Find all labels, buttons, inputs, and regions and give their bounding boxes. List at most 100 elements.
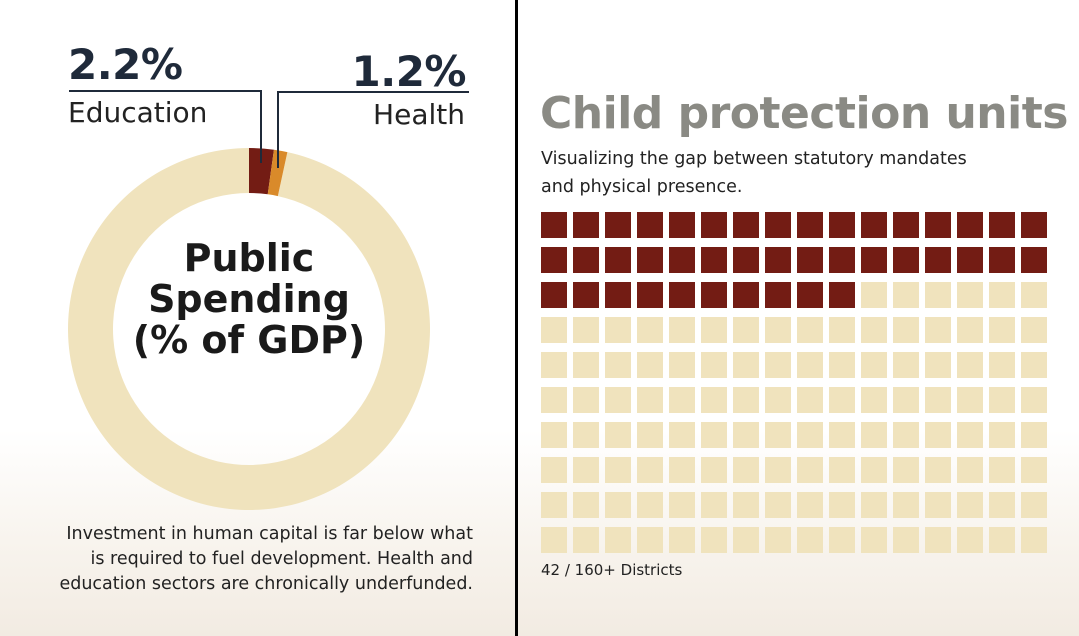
description-line: Investment in human capital is far below…	[66, 524, 473, 544]
waffle-cell-empty	[573, 387, 599, 413]
waffle-cell-empty	[1021, 387, 1047, 413]
waffle-cell-empty	[989, 492, 1015, 518]
waffle-cell-empty	[701, 352, 727, 378]
waffle-cell-empty	[573, 527, 599, 553]
waffle-cell-empty	[669, 457, 695, 483]
waffle-cell-filled	[957, 212, 983, 238]
waffle-cell-empty	[957, 317, 983, 343]
waffle-cell-empty	[701, 422, 727, 448]
waffle-cell-empty	[669, 422, 695, 448]
waffle-subtitle: Visualizing the gap between statutory ma…	[541, 145, 1061, 201]
waffle-cell-filled	[637, 247, 663, 273]
waffle-cell-filled	[605, 282, 631, 308]
waffle-cell-empty	[829, 317, 855, 343]
waffle-cell-empty	[861, 422, 887, 448]
donut-layer	[67, 148, 430, 510]
spending-description: Investment in human capital is far below…	[3, 522, 473, 597]
waffle-grid	[541, 212, 1053, 562]
waffle-cell-empty	[829, 457, 855, 483]
waffle-cell-empty	[605, 492, 631, 518]
waffle-cell-empty	[1021, 457, 1047, 483]
waffle-cell-empty	[957, 352, 983, 378]
waffle-cell-filled	[541, 247, 567, 273]
public-spending-panel: 2.2% Education 1.2% Health Public Spendi…	[0, 0, 515, 636]
leader-lines	[69, 90, 469, 168]
waffle-cell-empty	[957, 282, 983, 308]
waffle-cell-empty	[669, 387, 695, 413]
waffle-cell-empty	[989, 387, 1015, 413]
waffle-cell-empty	[605, 352, 631, 378]
waffle-cell-empty	[637, 387, 663, 413]
waffle-cell-empty	[893, 422, 919, 448]
waffle-cell-empty	[573, 492, 599, 518]
waffle-cell-empty	[989, 422, 1015, 448]
waffle-cell-empty	[1021, 352, 1047, 378]
waffle-cell-filled	[1021, 247, 1047, 273]
waffle-cell-empty	[957, 457, 983, 483]
waffle-caption: 42 / 160+ Districts	[541, 561, 683, 579]
waffle-cell-empty	[573, 457, 599, 483]
waffle-cell-empty	[1021, 492, 1047, 518]
waffle-cell-empty	[829, 387, 855, 413]
waffle-cell-filled	[893, 212, 919, 238]
waffle-cell-empty	[797, 352, 823, 378]
waffle-cell-filled	[829, 212, 855, 238]
waffle-cell-filled	[573, 247, 599, 273]
waffle-cell-empty	[925, 282, 951, 308]
waffle-cell-filled	[797, 247, 823, 273]
waffle-cell-empty	[765, 317, 791, 343]
waffle-cell-empty	[861, 387, 887, 413]
waffle-cell-empty	[1021, 527, 1047, 553]
description-line: is required to fuel development. Health …	[90, 549, 473, 569]
waffle-cell-empty	[989, 352, 1015, 378]
waffle-cell-empty	[989, 282, 1015, 308]
waffle-cell-empty	[733, 527, 759, 553]
waffle-cell-filled	[733, 247, 759, 273]
waffle-cell-empty	[957, 527, 983, 553]
waffle-cell-empty	[925, 527, 951, 553]
waffle-cell-empty	[893, 492, 919, 518]
donut-center-title: Public Spending (% of GDP)	[99, 238, 399, 361]
waffle-cell-empty	[829, 422, 855, 448]
waffle-cell-filled	[765, 212, 791, 238]
waffle-cell-empty	[765, 527, 791, 553]
waffle-cell-filled	[765, 282, 791, 308]
waffle-cell-filled	[925, 247, 951, 273]
waffle-cell-empty	[733, 492, 759, 518]
waffle-cell-filled	[669, 282, 695, 308]
waffle-cell-empty	[541, 527, 567, 553]
waffle-cell-empty	[765, 352, 791, 378]
donut-title-line: Public	[183, 236, 315, 280]
waffle-cell-empty	[893, 527, 919, 553]
waffle-cell-empty	[925, 352, 951, 378]
waffle-cell-empty	[765, 422, 791, 448]
donut-segment-education	[249, 148, 274, 195]
waffle-cell-filled	[701, 247, 727, 273]
donut-chart	[67, 90, 469, 510]
health-category-label: Health	[373, 98, 465, 131]
waffle-cell-empty	[541, 387, 567, 413]
waffle-cell-filled	[733, 212, 759, 238]
waffle-cell-filled	[797, 282, 823, 308]
waffle-cell-empty	[765, 387, 791, 413]
waffle-cell-filled	[829, 282, 855, 308]
education-category-label: Education	[68, 96, 208, 129]
child-protection-panel: Child protection units Visualizing the g…	[518, 0, 1079, 636]
waffle-cell-empty	[605, 387, 631, 413]
waffle-cell-filled	[541, 282, 567, 308]
waffle-cell-empty	[989, 317, 1015, 343]
waffle-cell-empty	[733, 352, 759, 378]
waffle-cell-empty	[701, 317, 727, 343]
waffle-cell-empty	[989, 457, 1015, 483]
waffle-cell-empty	[605, 317, 631, 343]
waffle-cell-empty	[701, 492, 727, 518]
subtitle-line: Visualizing the gap between statutory ma…	[541, 149, 967, 169]
waffle-cell-empty	[733, 457, 759, 483]
waffle-cell-filled	[765, 247, 791, 273]
waffle-cell-empty	[669, 317, 695, 343]
waffle-cell-empty	[733, 422, 759, 448]
waffle-cell-filled	[605, 247, 631, 273]
waffle-cell-empty	[669, 527, 695, 553]
waffle-cell-filled	[637, 212, 663, 238]
waffle-cell-empty	[573, 352, 599, 378]
